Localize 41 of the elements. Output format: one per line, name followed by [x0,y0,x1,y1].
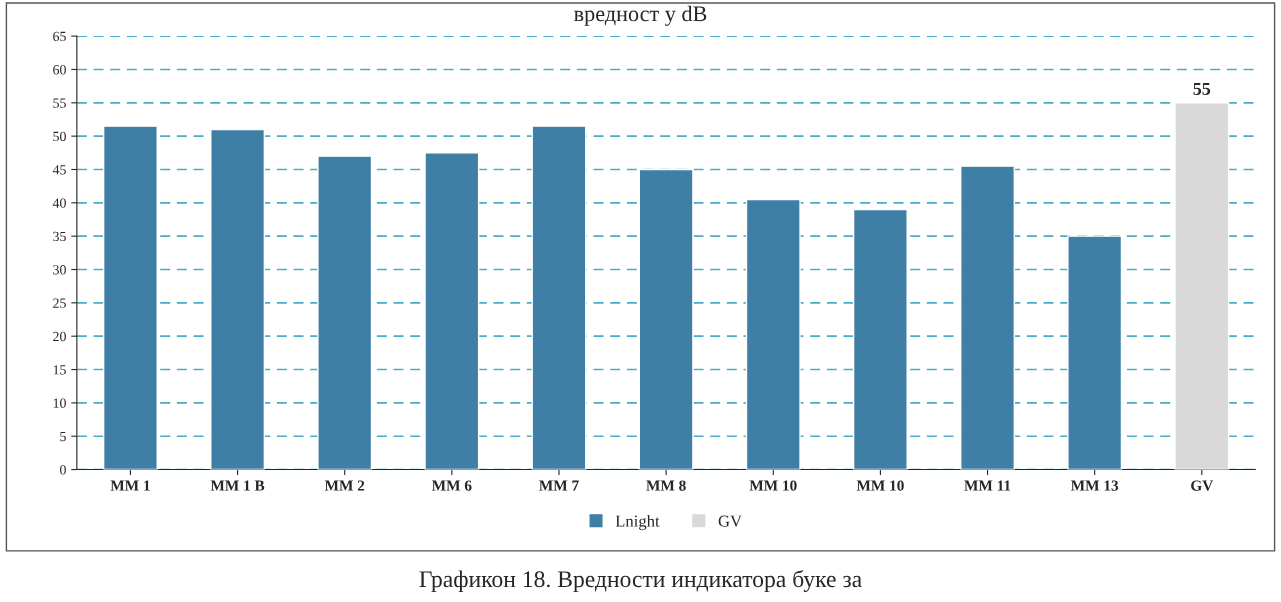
bar [531,125,587,470]
y-tick-label: 0 [60,465,66,475]
y-tick-label: 25 [53,298,66,308]
x-tick-label: MM 10 [749,480,797,491]
y-tick-label: 55 [53,98,66,108]
x-tick-label: MM 10 [856,480,904,491]
bar [960,165,1016,470]
x-tick-label: MM 1 B [210,480,265,491]
data-label: 55 [1193,82,1211,95]
y-tick-label: 45 [52,165,66,175]
bar [1067,235,1123,470]
x-tick-label: MM 13 [1070,480,1119,491]
y-tick-label: 60 [53,65,66,75]
text: Графикон 18. Вредности индикатора буке за [419,570,862,593]
legend-label: GV [718,515,742,527]
y-tick-label: 40 [52,198,66,208]
y-tick-label: 20 [53,331,66,342]
bar [745,198,801,470]
chart-title: вредност у dB [574,5,707,26]
y-tick-label: 15 [53,365,66,375]
bar [638,168,694,470]
y-tick-label: 10 [53,398,66,408]
bar [210,128,266,470]
x-tick-label: MM 6 [431,480,472,491]
y-tick-label: 50 [53,131,66,142]
bar [102,125,158,470]
x-tick-label: MM 8 [646,480,686,491]
x-tick-label: MM 7 [539,480,579,491]
bar [1174,102,1230,470]
y-tick-label: 65 [53,31,66,42]
x-tick-label: GV [1191,480,1214,491]
bar [424,152,480,470]
x-tick-label: MM 11 [964,480,1011,491]
bar [317,155,373,470]
x-tick-label: MM 1 [110,480,150,491]
bar [852,208,908,470]
y-tick-label: 35 [53,231,66,242]
x-tick-label: MM 2 [324,480,365,491]
y-tick-label: 5 [60,431,66,442]
y-tick-label: 30 [53,265,66,275]
legend-label: Lnight [615,515,660,531]
